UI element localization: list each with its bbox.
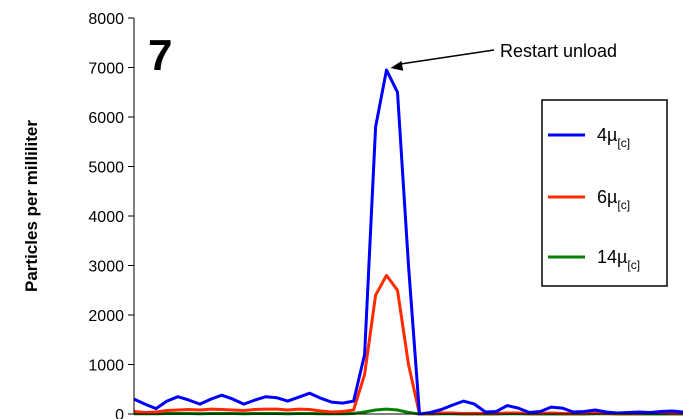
y-tick-label: 1000 xyxy=(88,358,124,375)
legend-label-4u: 4µ[c] xyxy=(597,125,630,150)
legend-item-6u: 6µ[c] xyxy=(548,187,630,212)
series-line-6u xyxy=(133,273,683,416)
panel-label: 7 xyxy=(148,31,172,80)
legend-item-4u: 4µ[c] xyxy=(548,125,630,150)
annotation-arrowhead xyxy=(390,61,404,71)
y-tick-label: 4000 xyxy=(88,209,124,226)
series-line-4u xyxy=(133,68,683,416)
y-tick-label: 5000 xyxy=(88,160,124,177)
legend-label-6u: 6µ[c] xyxy=(597,187,630,212)
y-axis-label: Particles per milliliter xyxy=(22,120,41,292)
y-tick-label: 3000 xyxy=(88,259,124,276)
y-tick-label: 8000 xyxy=(88,11,124,28)
y-tick-label: 7000 xyxy=(88,61,124,78)
y-axis-ticks: 0 1000 2000 3000 4000 5000 6000 7000 8000 xyxy=(88,11,134,419)
y-tick-label: 6000 xyxy=(88,110,124,127)
annotation-label: Restart unload xyxy=(500,41,617,61)
legend: 4µ[c] 6µ[c] 14µ[c] xyxy=(541,99,668,287)
annotation-restart-unload: Restart unload xyxy=(390,41,617,71)
y-tick-label: 0 xyxy=(115,407,124,419)
annotation-arrow xyxy=(400,49,495,65)
legend-label-14u: 14µ[c] xyxy=(597,247,640,272)
y-tick-label: 2000 xyxy=(88,308,124,325)
legend-item-14u: 14µ[c] xyxy=(548,247,640,272)
legend-box xyxy=(541,99,668,287)
